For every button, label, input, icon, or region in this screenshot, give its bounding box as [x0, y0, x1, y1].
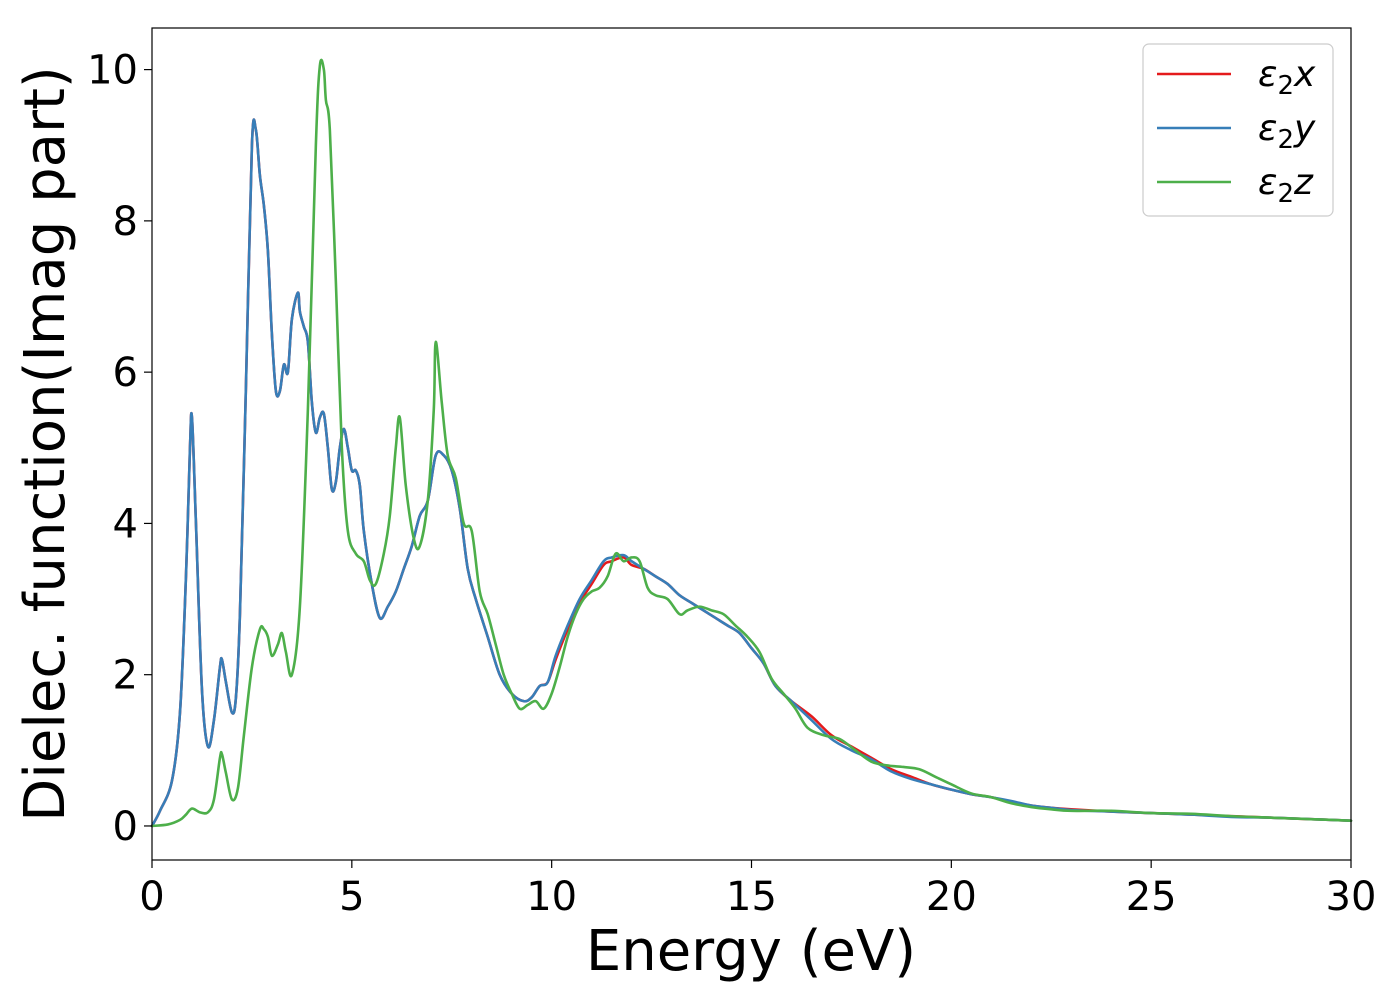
- y-axis-ticks: 0 2 4 6 8 10: [87, 48, 152, 850]
- legend-label-z: ε2z: [1258, 162, 1314, 209]
- y-tick-label: 10: [87, 48, 138, 94]
- series-line-z: [150, 58, 1353, 828]
- plot-lines: [150, 58, 1353, 828]
- y-tick-label: 6: [113, 350, 138, 396]
- x-tick-label: 5: [339, 874, 364, 920]
- series-line-x: [150, 118, 1353, 828]
- legend-box: [1142, 43, 1334, 217]
- x-axis-ticks: 0 5 10 15 20 25 30: [139, 860, 1376, 920]
- legend-label-x: ε2x: [1258, 54, 1316, 101]
- x-axis-label: Energy (eV): [586, 919, 916, 984]
- x-tick-label: 15: [726, 874, 777, 920]
- x-tick-label: 25: [1126, 874, 1177, 920]
- x-tick-label: 10: [526, 874, 577, 920]
- legend: ε2x ε2y ε2z: [1142, 43, 1334, 217]
- y-tick-label: 0: [113, 804, 138, 850]
- y-tick-label: 4: [113, 501, 138, 547]
- series-line-y: [150, 118, 1353, 828]
- y-tick-label: 8: [113, 199, 138, 245]
- x-tick-label: 20: [926, 874, 977, 920]
- y-axis-label: Dielec. function(Imag part): [13, 66, 78, 822]
- x-tick-label: 0: [139, 874, 164, 920]
- x-tick-label: 30: [1326, 874, 1377, 920]
- legend-label-y: ε2y: [1258, 108, 1316, 155]
- y-tick-label: 2: [113, 653, 138, 699]
